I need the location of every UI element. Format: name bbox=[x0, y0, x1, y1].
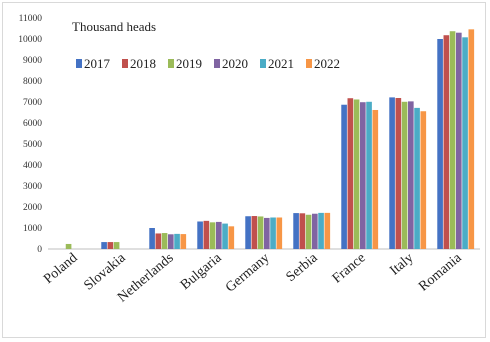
y-tick-label: 1000 bbox=[23, 224, 42, 234]
y-tick-label: 7000 bbox=[23, 98, 42, 108]
x-category-label: Serbia bbox=[284, 250, 322, 285]
bar-slovakia-2017 bbox=[101, 242, 107, 249]
y-axis-ticks: 0 1000 2000 3000 4000 5000 6000 7000 8000 9000 100… bbox=[18, 14, 42, 255]
legend-label-2017: 2017 bbox=[84, 56, 111, 71]
bar-germany-2021 bbox=[270, 217, 276, 249]
x-category-label: France bbox=[330, 251, 369, 287]
bar-italy-2017 bbox=[389, 97, 395, 249]
y-tick-label: 4000 bbox=[23, 161, 42, 171]
bar-bulgaria-2022 bbox=[228, 226, 235, 249]
bar-serbia-2020 bbox=[312, 213, 318, 249]
x-category-label: Bulgaria bbox=[178, 250, 225, 293]
bar-germany-2017 bbox=[245, 216, 251, 249]
bar-italy-2020 bbox=[408, 101, 414, 250]
bar-italy-2018 bbox=[395, 98, 402, 249]
bar-germany-2018 bbox=[251, 216, 258, 249]
legend-label-2022: 2022 bbox=[314, 56, 340, 71]
bar-bulgaria-2021 bbox=[222, 223, 228, 249]
legend-label-2021: 2021 bbox=[268, 56, 294, 71]
bar-netherlands-2019 bbox=[161, 233, 168, 249]
x-category-label: Germany bbox=[223, 251, 273, 296]
legend-swatch-2018 bbox=[122, 59, 128, 68]
unit-label: Thousand heads bbox=[72, 19, 156, 34]
legend-swatch-2021 bbox=[260, 59, 266, 68]
bar-italy-2019 bbox=[401, 101, 408, 249]
bar-slovakia-2018 bbox=[107, 242, 114, 249]
bar-romania-2019 bbox=[449, 31, 456, 250]
bar-france-2021 bbox=[366, 101, 372, 249]
bar-netherlands-2017 bbox=[149, 228, 155, 249]
y-tick-label: 10000 bbox=[18, 35, 42, 45]
bar-bulgaria-2017 bbox=[197, 221, 203, 249]
bar-bulgaria-2020 bbox=[216, 221, 222, 249]
bar-slovakia-2019 bbox=[113, 242, 120, 249]
bar-netherlands-2018 bbox=[155, 233, 162, 249]
legend-swatch-2022 bbox=[306, 59, 312, 68]
bar-serbia-2022 bbox=[324, 212, 331, 249]
y-tick-label: 9000 bbox=[23, 56, 42, 66]
bar-italy-2022 bbox=[420, 111, 427, 250]
bar-france-2017 bbox=[341, 104, 347, 249]
x-category-label: Poland bbox=[41, 251, 80, 287]
legend-swatch-2019 bbox=[168, 59, 174, 68]
bar-romania-2022 bbox=[468, 29, 475, 250]
bars bbox=[65, 29, 475, 250]
bar-netherlands-2022 bbox=[180, 234, 187, 249]
bar-serbia-2019 bbox=[305, 214, 312, 249]
bar-bulgaria-2019 bbox=[209, 222, 216, 249]
bar-france-2022 bbox=[372, 109, 379, 249]
x-category-label: Romania bbox=[416, 250, 465, 294]
bar-germany-2020 bbox=[264, 217, 270, 249]
y-tick-label: 11000 bbox=[19, 14, 43, 24]
bar-france-2020 bbox=[360, 102, 366, 250]
bar-italy-2021 bbox=[414, 107, 420, 249]
y-tick-label: 8000 bbox=[23, 77, 42, 87]
y-tick-label: 5000 bbox=[23, 140, 42, 150]
y-tick-label: 6000 bbox=[23, 119, 42, 129]
bar-netherlands-2020 bbox=[168, 234, 174, 249]
bar-germany-2022 bbox=[276, 217, 283, 249]
bar-bulgaria-2018 bbox=[203, 220, 210, 249]
legend-label-2018: 2018 bbox=[130, 56, 156, 71]
bar-romania-2021 bbox=[462, 37, 468, 249]
y-tick-label: 2000 bbox=[23, 203, 42, 213]
bar-romania-2018 bbox=[443, 35, 450, 249]
legend-label-2019: 2019 bbox=[176, 56, 202, 71]
bar-serbia-2018 bbox=[299, 213, 306, 249]
legend-label-2020: 2020 bbox=[222, 56, 248, 71]
bar-romania-2017 bbox=[437, 39, 443, 249]
bar-netherlands-2021 bbox=[174, 233, 180, 249]
legend: 2017 2018 2019 2020 2021 2022 bbox=[76, 56, 340, 71]
bar-serbia-2017 bbox=[293, 213, 299, 249]
bar-germany-2019 bbox=[257, 216, 264, 249]
y-tick-label: 0 bbox=[37, 245, 42, 255]
bar-poland-2019 bbox=[65, 243, 72, 249]
x-category-label: Italy bbox=[387, 251, 416, 279]
bar-serbia-2021 bbox=[318, 212, 324, 249]
y-tick-label: 3000 bbox=[23, 182, 42, 192]
bar-france-2019 bbox=[353, 99, 360, 249]
bar-france-2018 bbox=[347, 98, 354, 249]
legend-swatch-2017 bbox=[76, 59, 82, 68]
bar-romania-2020 bbox=[456, 32, 462, 250]
legend-swatch-2020 bbox=[214, 59, 220, 68]
